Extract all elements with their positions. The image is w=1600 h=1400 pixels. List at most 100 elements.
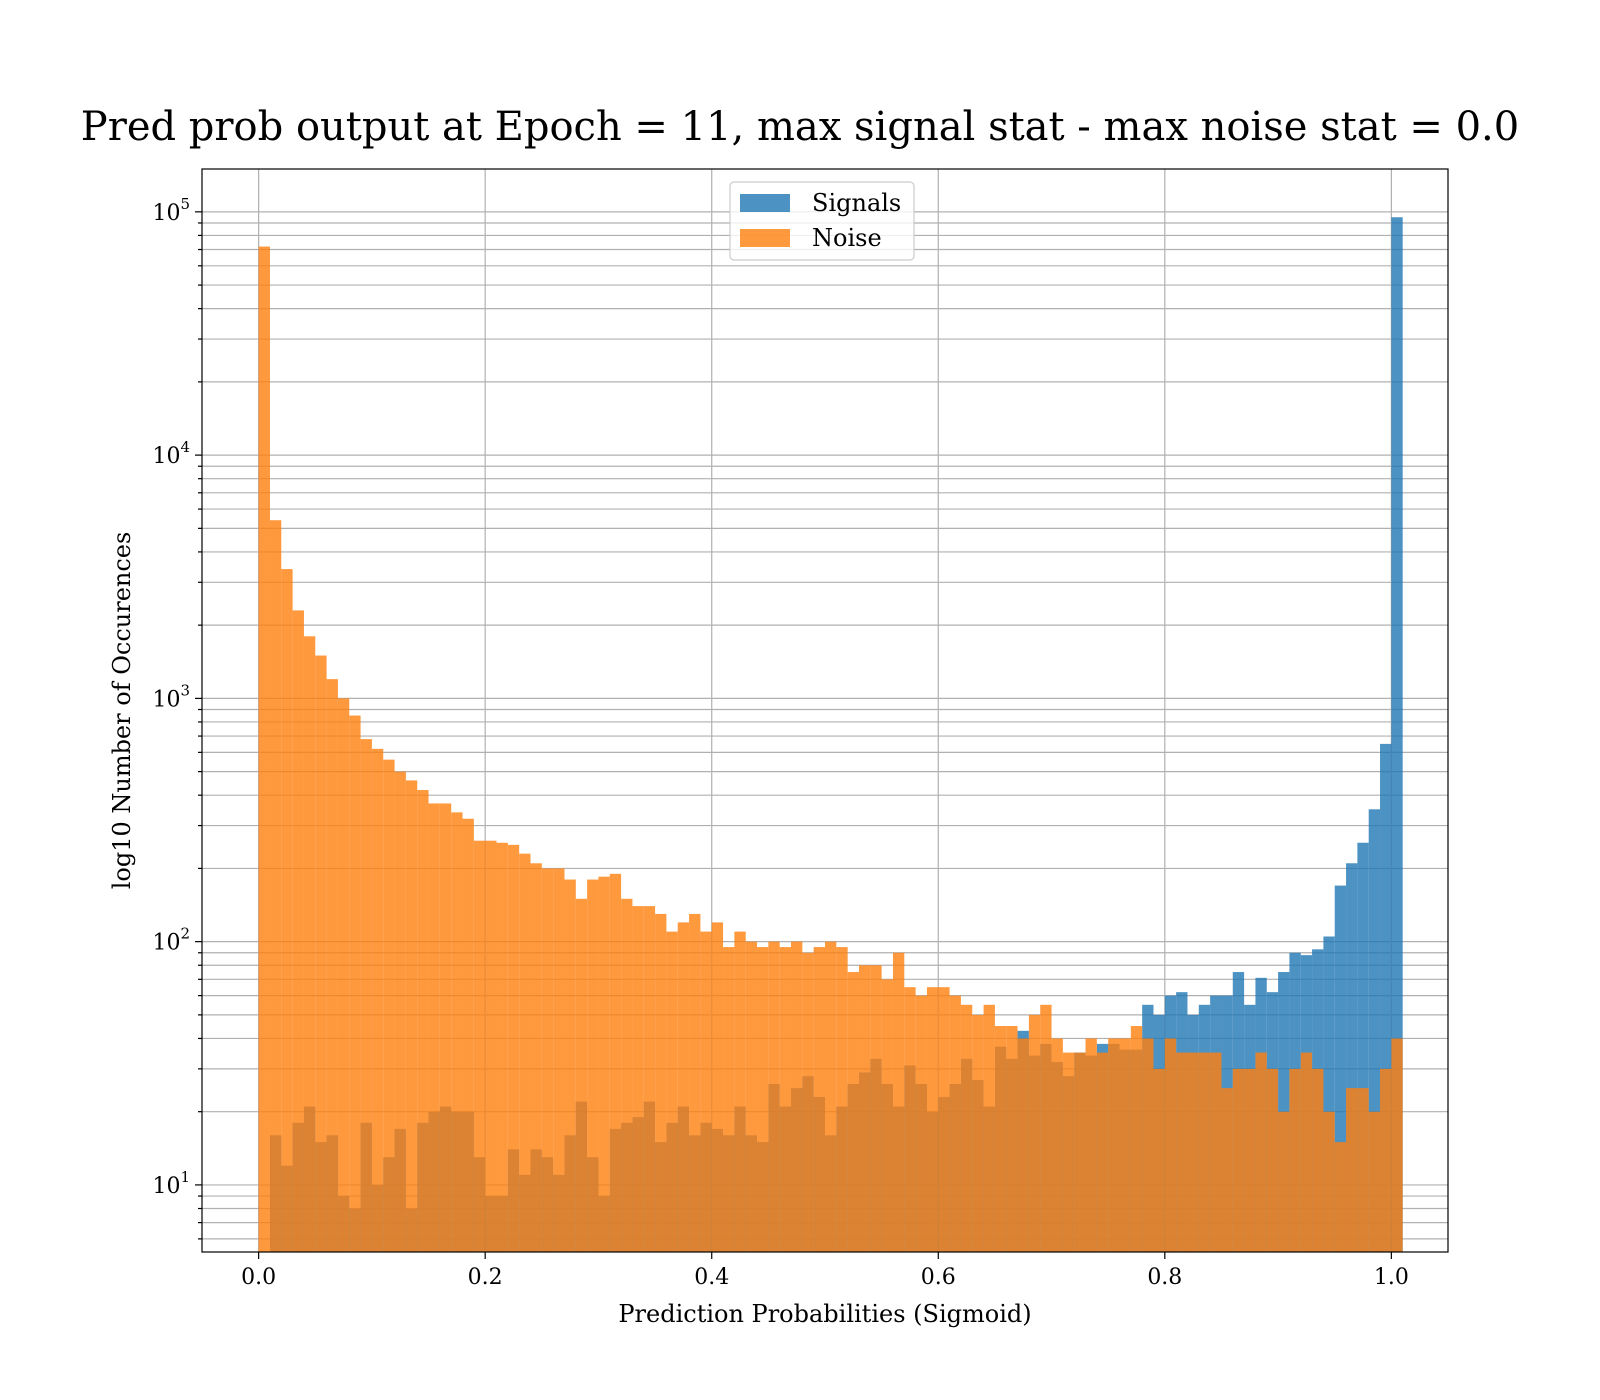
histogram-bar: [530, 863, 542, 1252]
histogram-bar: [926, 987, 939, 1252]
histogram-bar: [904, 987, 916, 1252]
histogram-bar: [813, 947, 825, 1252]
histogram-bar: [1221, 1088, 1233, 1252]
histogram-bar: [1187, 1052, 1199, 1252]
histogram-bar: [1198, 1052, 1211, 1252]
histogram-bar: [1312, 1068, 1324, 1252]
histogram-bar: [428, 803, 440, 1252]
legend-label-noise: Noise: [812, 224, 882, 252]
x-tick-label: 0.4: [694, 1265, 729, 1290]
histogram-bar: [858, 965, 871, 1252]
histogram-bar: [1346, 1088, 1358, 1252]
histogram-bar: [1119, 1038, 1131, 1252]
y-tick-label: 103: [152, 681, 190, 712]
histogram-bar: [689, 913, 701, 1252]
histogram-bar: [575, 898, 588, 1252]
histogram-bar: [1323, 1111, 1335, 1252]
histogram-bar: [892, 952, 905, 1252]
histogram-bar: [258, 246, 270, 1253]
histogram-bar: [1391, 217, 1403, 1252]
histogram-bar: [1006, 1026, 1018, 1252]
histogram-bar: [711, 922, 724, 1252]
histogram-bar: [1051, 1038, 1063, 1252]
x-tick-label: 0.0: [241, 1265, 276, 1290]
legend-swatch-noise: [740, 229, 790, 247]
ticks-layer: 101 102 103 104 105 0.0 0.2 0.4 0.6 0.8 1.0: [152, 195, 1408, 1290]
histogram-bar: [1289, 1068, 1301, 1252]
histogram-bar: [632, 906, 644, 1252]
histogram-bar: [960, 1004, 973, 1252]
histogram-bar: [1130, 1026, 1143, 1252]
histogram-bar: [1040, 1004, 1052, 1252]
histogram-bar: [881, 979, 893, 1252]
histogram-bar: [496, 842, 508, 1252]
histogram-bar: [1266, 1068, 1279, 1252]
histogram-bar: [394, 771, 406, 1252]
y-tick-label: 101: [152, 1168, 190, 1199]
histogram-bar: [1164, 1038, 1177, 1252]
histogram-bar: [643, 906, 656, 1252]
histogram-bar: [655, 913, 667, 1252]
histogram-bar: [1391, 1038, 1403, 1252]
legend: Signals Noise: [729, 181, 915, 261]
histogram-bar: [451, 812, 463, 1252]
series-noise: [258, 246, 1403, 1253]
histogram-bar: [700, 931, 712, 1252]
histogram-bar: [745, 941, 758, 1252]
histogram-bar: [938, 987, 950, 1252]
chart-title: Pred prob output at Epoch = 11, max sign…: [81, 104, 1519, 150]
histogram-bar: [1028, 1014, 1041, 1252]
histogram-bar: [281, 569, 293, 1252]
histogram-bar: [1108, 1038, 1120, 1252]
histogram-bar: [915, 995, 927, 1252]
histogram-bar: [972, 1014, 984, 1252]
histogram-bar: [417, 790, 429, 1252]
histogram-bar: [519, 853, 531, 1252]
histogram-bar: [405, 780, 418, 1252]
histogram-bar: [269, 520, 282, 1252]
histogram-bar: [1153, 1068, 1165, 1252]
histogram-bar: [1323, 936, 1335, 1252]
histogram-bar: [1176, 1052, 1188, 1252]
x-tick-label: 1.0: [1374, 1265, 1409, 1290]
histogram-bar: [791, 941, 803, 1252]
histogram-bar: [802, 952, 814, 1252]
histogram-bar: [1210, 1052, 1222, 1252]
histogram-bar: [371, 748, 384, 1252]
histogram-bar: [349, 715, 361, 1252]
histogram-bar: [553, 868, 565, 1252]
histogram-bar: [1074, 1052, 1086, 1252]
histogram-bar: [1346, 863, 1358, 1252]
histogram-bar: [1255, 1052, 1267, 1252]
histogram-bar: [1368, 1111, 1381, 1252]
histogram-bar: [1085, 1038, 1097, 1252]
histogram-bar: [383, 759, 395, 1252]
y-axis-label: log10 Number of Occurences: [108, 532, 136, 890]
histogram-bar: [315, 655, 327, 1252]
histogram-bar: [473, 840, 486, 1252]
histogram-bar: [337, 698, 350, 1252]
x-tick-label: 0.2: [468, 1265, 503, 1290]
y-tick-label: 105: [152, 195, 190, 226]
histogram-bar: [1244, 1068, 1256, 1252]
histogram-bar: [836, 947, 848, 1252]
x-axis-label: Prediction Probabilities (Sigmoid): [618, 1300, 1031, 1328]
histogram-bar: [723, 947, 735, 1252]
histogram-bar: [1334, 1142, 1347, 1252]
plot-frame: [201, 168, 1449, 1253]
histogram-bar: [360, 739, 372, 1252]
histogram-bar: [1062, 1052, 1075, 1252]
histogram-bar: [326, 679, 338, 1252]
histogram-bar: [870, 965, 882, 1252]
histogram-bar: [541, 868, 554, 1252]
y-tick-label: 102: [152, 925, 190, 956]
histogram-bar: [462, 818, 474, 1252]
histogram-bar: [439, 803, 452, 1252]
histogram-bar: [825, 941, 837, 1252]
histogram-bar: [564, 879, 576, 1252]
histogram-bar: [1017, 1038, 1029, 1252]
histogram-bar: [1334, 885, 1347, 1252]
histogram-bar: [779, 947, 792, 1252]
y-tick-label: 104: [152, 438, 190, 469]
